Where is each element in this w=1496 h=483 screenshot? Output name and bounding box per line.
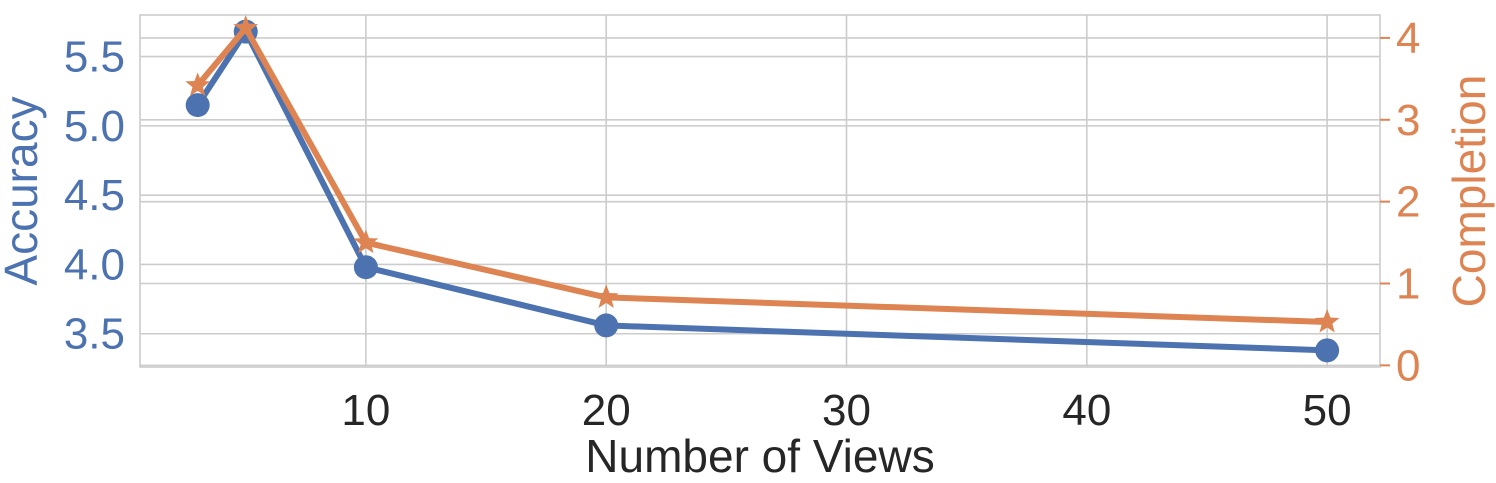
- completion-point: [593, 284, 619, 308]
- completion-point: [353, 229, 379, 254]
- completion-point: [1314, 308, 1340, 333]
- y-right-tick-label: 3: [1396, 96, 1420, 145]
- completion-point: [233, 15, 259, 39]
- x-tick-label: 20: [582, 386, 631, 435]
- y-left-tick-label: 3.5: [64, 310, 125, 359]
- x-axis-label: Number of Views: [585, 430, 934, 482]
- x-tick-label: 50: [1303, 386, 1352, 435]
- y-left-axis-label: Accuracy: [0, 96, 47, 285]
- completion-point: [185, 72, 211, 96]
- y-left-tick-label: 4.0: [64, 240, 125, 289]
- y-right-tick-label: 1: [1396, 260, 1420, 309]
- y-left-tick-label: 5.5: [64, 33, 125, 82]
- accuracy-point: [353, 255, 378, 280]
- plot-frame: [139, 14, 1381, 368]
- x-tick-label: 30: [822, 386, 871, 435]
- accuracy-point: [185, 93, 210, 118]
- x-tick-label: 40: [1062, 386, 1111, 435]
- accuracy-point: [1315, 338, 1340, 363]
- accuracy-point: [594, 313, 619, 338]
- y-right-tick-label: 0: [1396, 341, 1420, 390]
- x-axis-ticks: 10 20 30 40 50: [341, 386, 1351, 435]
- series-group: [185, 15, 1340, 363]
- x-tick-label: 10: [341, 386, 390, 435]
- y-left-axis-ticks: 3.5 4.0 4.5 5.0 5.5: [64, 33, 125, 359]
- y-right-tick-label: 2: [1396, 178, 1420, 227]
- y-right-axis-label: Completion: [1443, 75, 1495, 308]
- y-left-tick-label: 5.0: [64, 102, 125, 151]
- y-left-tick-label: 4.5: [64, 171, 125, 220]
- y-right-tick-label: 4: [1396, 14, 1420, 63]
- y-right-axis-ticks: 0 1 2 3 4: [1380, 14, 1420, 390]
